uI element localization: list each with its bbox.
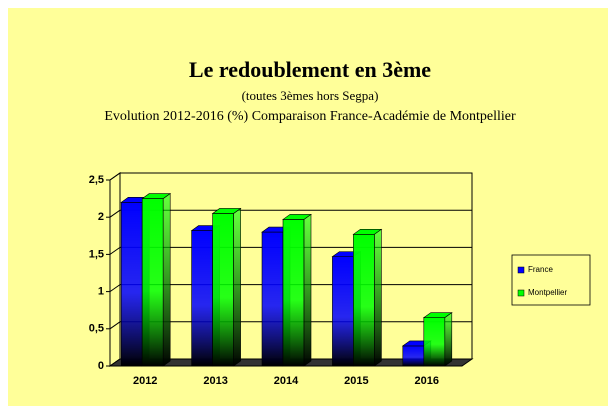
x-tick-label: 2012 bbox=[133, 375, 157, 387]
legend-box bbox=[511, 254, 591, 306]
bar-side bbox=[303, 213, 312, 367]
bar bbox=[120, 202, 143, 367]
x-tick-label: 2016 bbox=[415, 375, 439, 387]
legend-label: France bbox=[528, 265, 553, 274]
legend-swatch bbox=[517, 266, 525, 274]
bar-side bbox=[444, 312, 453, 367]
grid-line-side bbox=[109, 209, 121, 218]
chart-subtitle: (toutes 3èmes hors Segpa) bbox=[242, 88, 379, 103]
bar bbox=[353, 234, 375, 367]
y-tick-label: 1 bbox=[98, 286, 104, 298]
bar bbox=[423, 317, 446, 367]
x-tick-label: 2014 bbox=[274, 375, 299, 387]
x-tick-label: 2015 bbox=[344, 375, 368, 387]
grid-line-side bbox=[109, 172, 121, 181]
y-tick-label: 2 bbox=[98, 211, 104, 223]
bar bbox=[402, 345, 425, 367]
x-tick-label: 2013 bbox=[203, 375, 227, 387]
bar bbox=[191, 230, 213, 367]
bar bbox=[141, 198, 164, 367]
bar bbox=[282, 219, 305, 367]
bar bbox=[261, 231, 284, 367]
chart-description: Evolution 2012-2016 (%) Comparaison Fran… bbox=[104, 109, 516, 124]
bar-side bbox=[233, 207, 241, 367]
bar bbox=[332, 256, 354, 367]
legend-label: Montpellier bbox=[528, 288, 567, 297]
y-tick-label: 1,5 bbox=[89, 248, 104, 260]
grid-line-side bbox=[109, 246, 121, 255]
y-tick-label: 0,5 bbox=[89, 323, 104, 335]
y-tick-label: 2,5 bbox=[89, 174, 104, 186]
bar bbox=[212, 213, 234, 367]
side-wall bbox=[109, 172, 121, 367]
bar-side bbox=[374, 228, 382, 367]
grid-line-side bbox=[109, 284, 121, 293]
y-tick-label: 0 bbox=[98, 360, 104, 372]
grid-line-side bbox=[109, 321, 121, 330]
legend-swatch bbox=[517, 289, 525, 297]
chart-title: Le redoublement en 3ème bbox=[189, 57, 431, 82]
bar-side bbox=[162, 193, 171, 367]
